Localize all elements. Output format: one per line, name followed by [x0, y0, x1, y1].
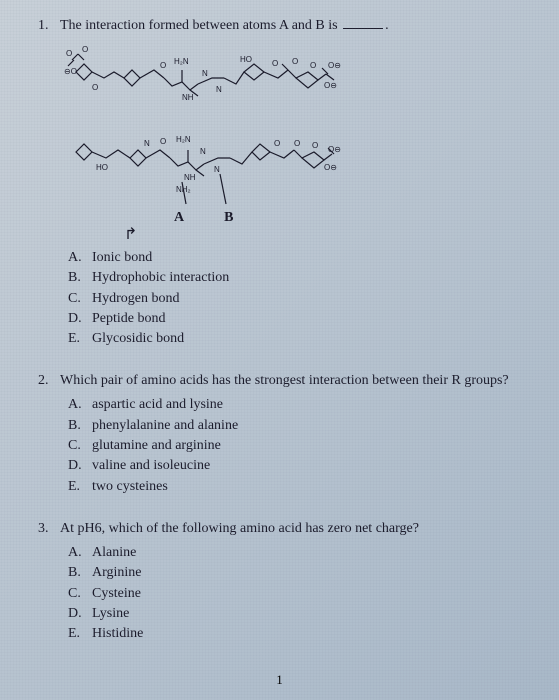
- svg-text:O⊖: O⊖: [328, 61, 341, 70]
- q2-choice-c: C.glutamine and arginine: [68, 436, 531, 456]
- q3-choice-c: C.Cysteine: [68, 584, 531, 604]
- svg-text:O⊖: O⊖: [324, 81, 337, 90]
- q3-choice-d: D.Lysine: [68, 604, 531, 624]
- svg-text:NH: NH: [184, 173, 196, 182]
- svg-text:O: O: [160, 137, 166, 146]
- question-1: 1. The interaction formed between atoms …: [38, 18, 531, 349]
- q1-number: 1.: [38, 18, 60, 34]
- svg-text:H₂N: H₂N: [176, 135, 191, 144]
- q3-number: 3.: [38, 521, 60, 537]
- question-2: 2. Which pair of amino acids has the str…: [38, 373, 531, 496]
- svg-text:N: N: [214, 165, 220, 174]
- svg-text:⊖O: ⊖O: [64, 67, 77, 76]
- question-3-prompt: 3. At pH6, which of the following amino …: [38, 521, 531, 537]
- svg-text:N: N: [200, 147, 206, 156]
- q3-choice-e: E.Histidine: [68, 624, 531, 644]
- cursor-icon: ↱: [124, 224, 137, 244]
- svg-text:HO: HO: [240, 55, 252, 64]
- diagram-ab-labels: AB: [174, 210, 273, 226]
- q1-choice-e: E.Glycosidic bond: [68, 329, 531, 349]
- question-3: 3. At pH6, which of the following amino …: [38, 521, 531, 644]
- svg-text:NH: NH: [182, 93, 194, 102]
- question-1-prompt: 1. The interaction formed between atoms …: [38, 18, 531, 34]
- q2-number: 2.: [38, 373, 60, 389]
- svg-text:HO: HO: [96, 163, 108, 172]
- svg-text:NH₂: NH₂: [176, 185, 191, 194]
- q1-choice-b: B.Hydrophobic interaction: [68, 268, 531, 288]
- svg-text:N: N: [216, 85, 222, 94]
- exam-page: 1. The interaction formed between atoms …: [0, 0, 559, 686]
- q3-choice-b: B.Arginine: [68, 563, 531, 583]
- q1-text-after: .: [385, 18, 389, 33]
- svg-text:O⊖: O⊖: [324, 163, 337, 172]
- svg-text:H₂N: H₂N: [174, 57, 189, 66]
- svg-text:O: O: [274, 139, 280, 148]
- q1-blank: [343, 28, 383, 29]
- svg-text:O: O: [272, 59, 278, 68]
- svg-text:O: O: [160, 61, 166, 70]
- svg-text:O: O: [66, 49, 72, 58]
- page-number: 1: [276, 672, 283, 688]
- q3-text: At pH6, which of the following amino aci…: [60, 521, 531, 537]
- svg-text:O: O: [292, 57, 298, 66]
- q3-choice-a: A.Alanine: [68, 543, 531, 563]
- q1-text-before: The interaction formed between atoms A a…: [60, 18, 341, 33]
- q1-choice-d: D.Peptide bond: [68, 309, 531, 329]
- svg-text:O: O: [294, 139, 300, 148]
- q2-choice-b: B.phenylalanine and alanine: [68, 416, 531, 436]
- q2-choice-e: E.two cysteines: [68, 477, 531, 497]
- svg-text:O⊖: O⊖: [328, 145, 341, 154]
- q1-choices: A.Ionic bond B.Hydrophobic interaction C…: [68, 248, 531, 349]
- q2-choices: A.aspartic acid and lysine B.phenylalani…: [68, 395, 531, 496]
- q1-text: The interaction formed between atoms A a…: [60, 18, 531, 34]
- q2-text: Which pair of amino acids has the strong…: [60, 373, 531, 389]
- svg-text:O: O: [310, 61, 316, 70]
- q2-choice-d: D.valine and isoleucine: [68, 456, 531, 476]
- molecule-svg: OO ⊖O O O H₂N HO NH NN OO OO⊖ O⊖ HO NO H…: [64, 42, 344, 222]
- question-2-prompt: 2. Which pair of amino acids has the str…: [38, 373, 531, 389]
- svg-text:O: O: [312, 141, 318, 150]
- molecule-diagram: OO ⊖O O O H₂N HO NH NN OO OO⊖ O⊖ HO NO H…: [64, 42, 344, 222]
- q2-choice-a: A.aspartic acid and lysine: [68, 395, 531, 415]
- svg-text:O: O: [82, 45, 88, 54]
- svg-text:N: N: [144, 139, 150, 148]
- label-b: B: [224, 210, 273, 225]
- svg-text:O: O: [92, 83, 98, 92]
- svg-text:N: N: [202, 69, 208, 78]
- q3-choices: A.Alanine B.Arginine C.Cysteine D.Lysine…: [68, 543, 531, 644]
- label-a: A: [174, 210, 224, 225]
- q1-choice-a: A.Ionic bond: [68, 248, 531, 268]
- q1-choice-c: C.Hydrogen bond: [68, 289, 531, 309]
